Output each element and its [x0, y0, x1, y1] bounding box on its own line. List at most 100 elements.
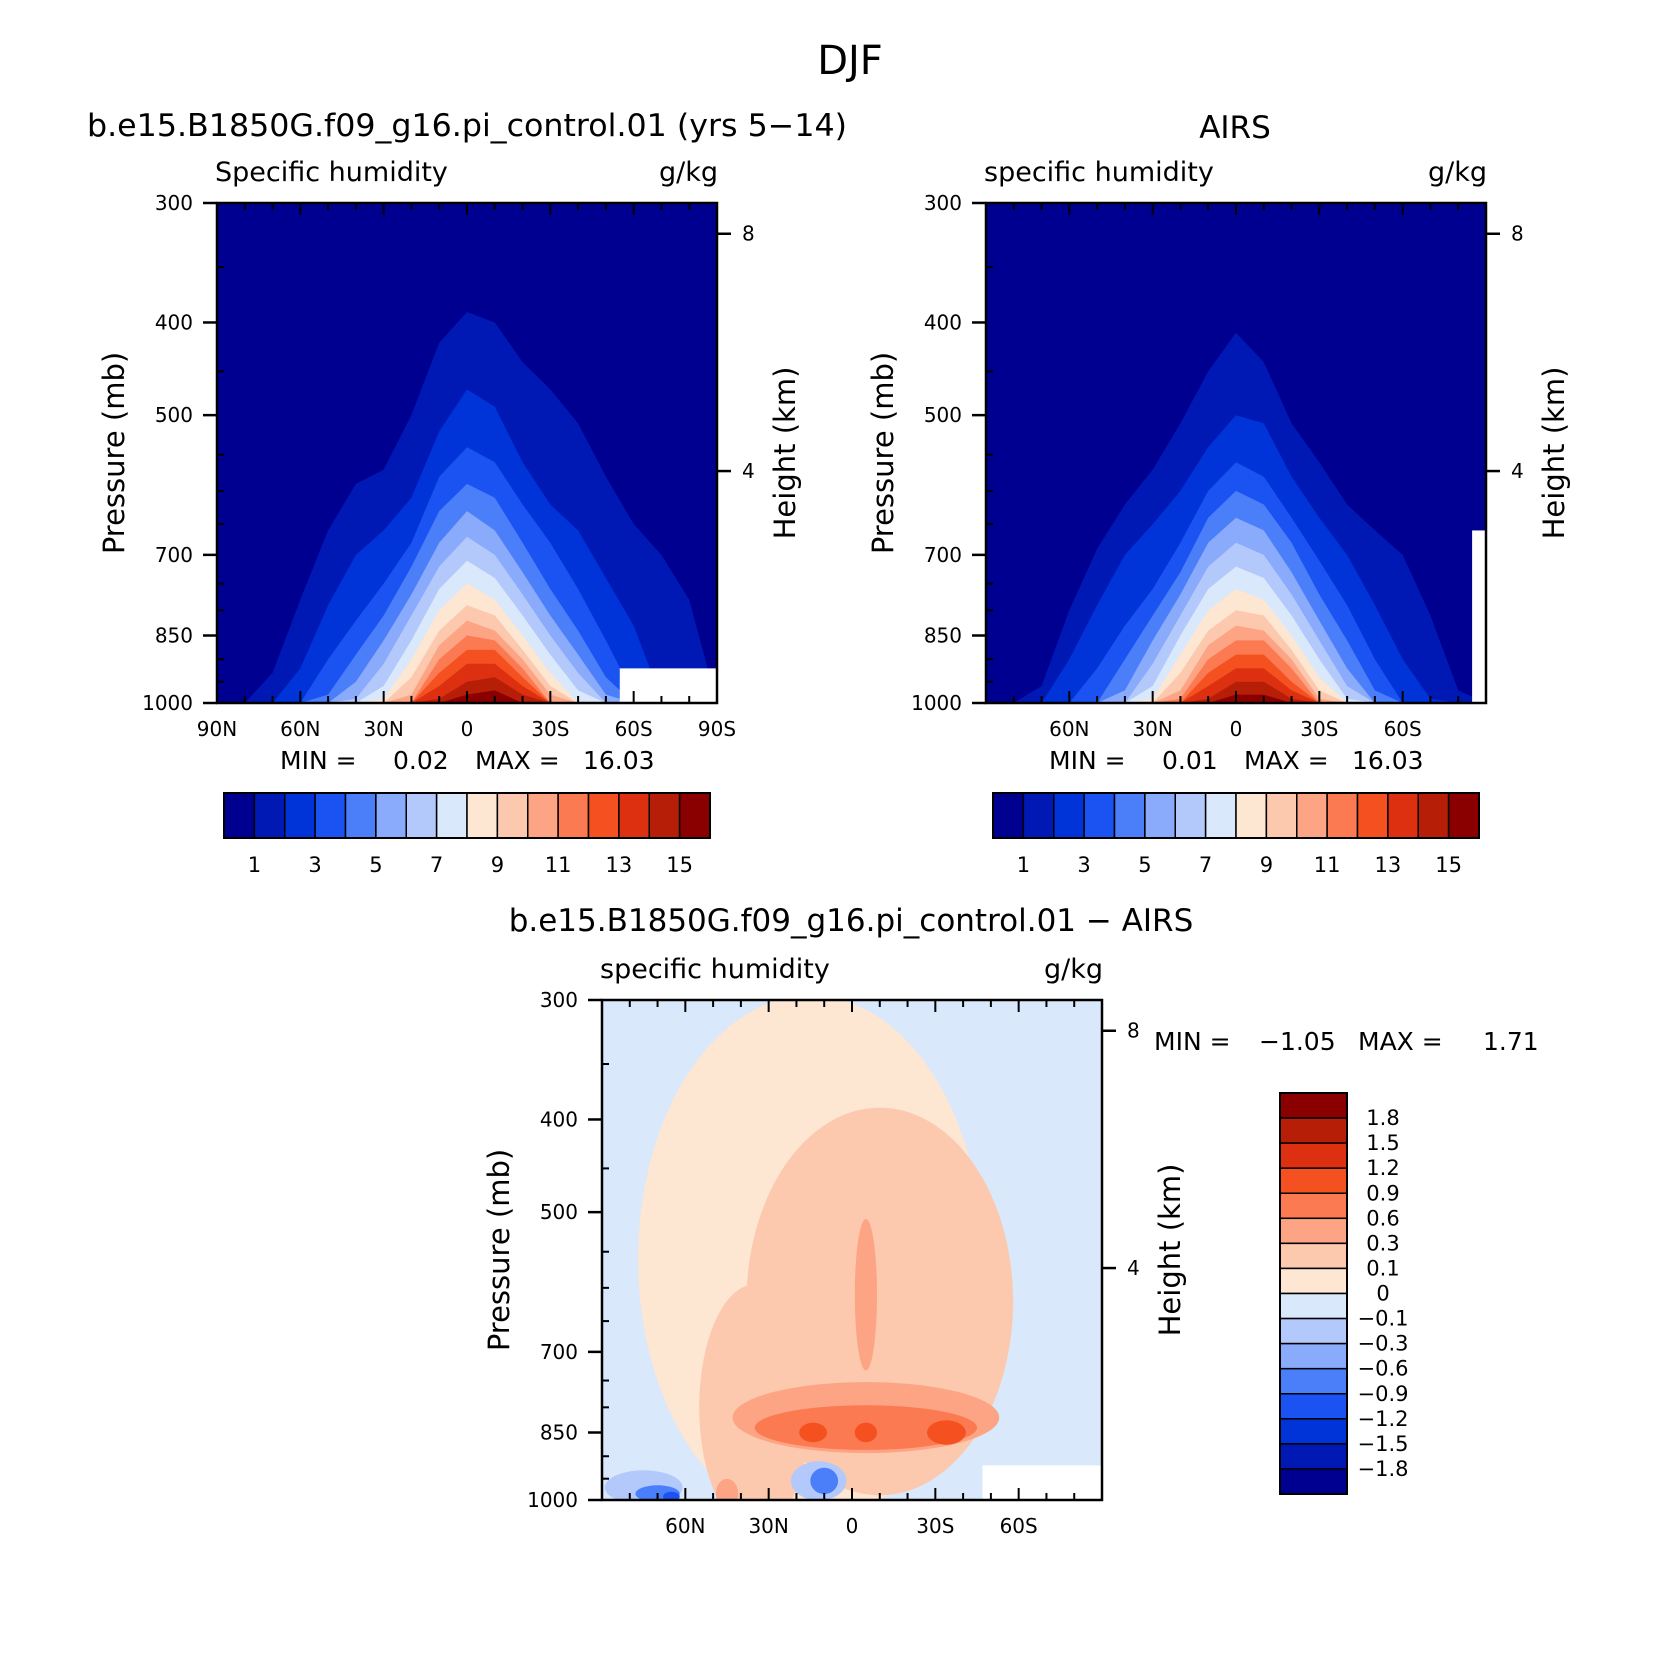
diff-min-value: −1.05	[1259, 1027, 1336, 1056]
airs-colorbar-swatch	[1417, 792, 1450, 839]
airs-unit-label: g/kg	[1428, 157, 1487, 188]
diff-colorbar-label: 0.3	[1366, 1231, 1399, 1255]
model-xtick-label: 30S	[531, 717, 569, 741]
model-colorbar-frame	[223, 792, 711, 839]
model-xtick-label: 0	[461, 717, 474, 741]
diff-left-label: specific humidity	[600, 954, 830, 985]
model-ytick-right-label: 4	[742, 459, 755, 483]
diff-max-label: MAX =	[1358, 1027, 1443, 1056]
model-ylabel-right: Height (km)	[768, 367, 802, 540]
model-colorbar-swatch	[253, 792, 286, 839]
model-ytick-label: 850	[155, 624, 193, 648]
model-band-14	[217, 677, 717, 703]
airs-colorbar-swatch	[1083, 792, 1116, 839]
model-ylabel: Pressure (mb)	[97, 352, 131, 554]
airs-colorbar-swatch	[992, 792, 1025, 839]
airs-colorbar-label: 9	[1260, 853, 1273, 877]
model-xtick-label: 30N	[363, 717, 403, 741]
model-ytick-label: 300	[155, 191, 193, 215]
airs-panel: AIRS specific humidity g/kg 300400500700…	[866, 110, 1571, 877]
model-colorbar-swatch	[223, 792, 256, 839]
diff-colorbar-swatch	[1279, 1393, 1348, 1420]
airs-xtick-label: 30N	[1132, 717, 1172, 741]
airs-colorbar-swatch	[1326, 792, 1359, 839]
diff-title: b.e15.B1850G.f09_g16.pi_control.01 − AIR…	[509, 903, 1194, 939]
model-colorbar-swatch	[405, 792, 438, 839]
model-colorbar-swatch	[284, 792, 316, 839]
airs-xtick-label: 60S	[1384, 717, 1422, 741]
diff-colorbar-label: 1.2	[1366, 1156, 1399, 1180]
model-ytick-label: 1000	[142, 691, 193, 715]
airs-colorbar: 1 3 5 7 9 11 13 15	[992, 792, 1480, 877]
diff-colorbar-label: −0.9	[1358, 1382, 1409, 1406]
diff-ytick-label: 700	[540, 1340, 578, 1364]
model-ytick-right-label: 8	[742, 222, 755, 246]
diff-ytick-right-label: 8	[1127, 1019, 1140, 1043]
airs-missing-region	[1472, 530, 1486, 703]
diff-colorbar-swatch	[1279, 1292, 1348, 1320]
airs-colorbar-swatch	[1053, 792, 1085, 839]
airs-colorbar-swatch	[1356, 792, 1389, 839]
airs-ytick-label: 400	[924, 310, 962, 334]
diff-colorbar-label: −0.3	[1358, 1332, 1409, 1356]
airs-colorbar-label: 1	[1017, 853, 1030, 877]
airs-min-label: MIN =	[1049, 746, 1126, 775]
diff-region-11	[810, 1467, 839, 1494]
diff-ytick-label: 300	[540, 988, 578, 1012]
diff-missing-region	[982, 1465, 1102, 1500]
model-colorbar-swatch	[527, 792, 559, 839]
diff-colorbar-label: 1.8	[1366, 1106, 1399, 1130]
model-colorbar-swatch	[587, 792, 620, 839]
diff-plot	[602, 1000, 1102, 1500]
model-max-label: MAX =	[475, 746, 560, 775]
diff-colorbar-swatch	[1279, 1167, 1348, 1194]
airs-title: AIRS	[1199, 110, 1271, 146]
model-colorbar-swatch	[648, 792, 681, 839]
diff-xtick-label: 30N	[748, 1514, 788, 1538]
diff-colorbar-label: 1.5	[1366, 1131, 1399, 1155]
diff-ytick-right-label: 4	[1127, 1256, 1140, 1280]
model-colorbar-swatch	[618, 792, 651, 839]
diff-colorbar-swatch	[1279, 1367, 1348, 1395]
airs-min-value: 0.01	[1162, 746, 1218, 775]
diff-colorbar-label: 0.1	[1366, 1256, 1399, 1280]
model-colorbar-swatch	[678, 792, 711, 839]
diff-colorbar-label: 0.6	[1366, 1206, 1399, 1230]
diff-colorbar-swatch	[1279, 1242, 1348, 1270]
diff-colorbar-swatch	[1279, 1317, 1348, 1345]
model-xtick-label: 60N	[280, 717, 320, 741]
diff-colorbar: 1.81.51.20.90.60.30.10−0.1−0.3−0.6−0.9−1…	[1279, 1092, 1409, 1495]
model-xtick-label: 90N	[197, 717, 237, 741]
airs-xtick-label: 60N	[1049, 717, 1089, 741]
diff-region-6	[799, 1422, 827, 1443]
diff-colorbar-label: 0.9	[1366, 1181, 1399, 1205]
model-colorbar-swatch	[314, 792, 347, 839]
model-ytick-label: 400	[155, 310, 193, 334]
airs-ylabel: Pressure (mb)	[866, 352, 900, 554]
model-colorbar-label: 11	[545, 853, 572, 877]
diff-region-8	[927, 1420, 966, 1445]
airs-colorbar-label: 5	[1138, 853, 1151, 877]
diff-xtick-label: 60N	[665, 1514, 705, 1538]
diff-colorbar-swatch	[1279, 1443, 1348, 1470]
diff-colorbar-swatch	[1279, 1217, 1348, 1245]
airs-ytick-right-label: 8	[1511, 222, 1524, 246]
diff-ylabel: Pressure (mb)	[482, 1149, 516, 1351]
model-colorbar-label: 15	[666, 853, 693, 877]
model-max-value: 16.03	[583, 746, 655, 775]
airs-plot	[986, 203, 1486, 703]
airs-axes: 300 400 500 700 850 1000 8 4 60N 30N 0 30S 60S	[911, 191, 1524, 741]
diff-max-value: 1.71	[1483, 1027, 1539, 1056]
diff-colorbar-swatch	[1279, 1142, 1348, 1169]
model-colorbar-swatch	[496, 792, 529, 839]
model-missing-region	[619, 668, 717, 703]
diff-region-2	[699, 1284, 811, 1500]
airs-colorbar-swatch	[1113, 792, 1146, 839]
airs-colorbar-label: 11	[1314, 853, 1341, 877]
airs-colorbar-swatch	[1204, 792, 1237, 839]
model-colorbar-swatch	[344, 792, 377, 839]
model-panel: b.e15.B1850G.f09_g16.pi_control.01 (yrs …	[87, 108, 847, 877]
airs-ytick-label: 500	[924, 403, 962, 427]
diff-unit-label: g/kg	[1044, 954, 1103, 985]
diff-colorbar-label: −0.6	[1358, 1357, 1409, 1381]
